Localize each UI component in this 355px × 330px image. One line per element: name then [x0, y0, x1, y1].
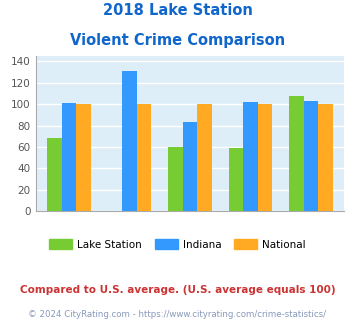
Bar: [243, 102, 258, 211]
Bar: [137, 104, 151, 211]
Bar: [229, 148, 243, 211]
Text: 2018 Lake Station: 2018 Lake Station: [103, 3, 252, 18]
Bar: [197, 104, 212, 211]
Text: Compared to U.S. average. (U.S. average equals 100): Compared to U.S. average. (U.S. average …: [20, 285, 335, 295]
Bar: [76, 104, 91, 211]
Bar: [61, 103, 76, 211]
Bar: [258, 104, 272, 211]
Bar: [304, 101, 318, 211]
Bar: [289, 96, 304, 211]
Text: Violent Crime Comparison: Violent Crime Comparison: [70, 33, 285, 48]
Legend: Lake Station, Indiana, National: Lake Station, Indiana, National: [45, 235, 310, 254]
Bar: [122, 71, 137, 211]
Bar: [183, 122, 197, 211]
Text: © 2024 CityRating.com - https://www.cityrating.com/crime-statistics/: © 2024 CityRating.com - https://www.city…: [28, 310, 327, 319]
Bar: [318, 104, 333, 211]
Bar: [47, 139, 61, 211]
Bar: [168, 147, 183, 211]
